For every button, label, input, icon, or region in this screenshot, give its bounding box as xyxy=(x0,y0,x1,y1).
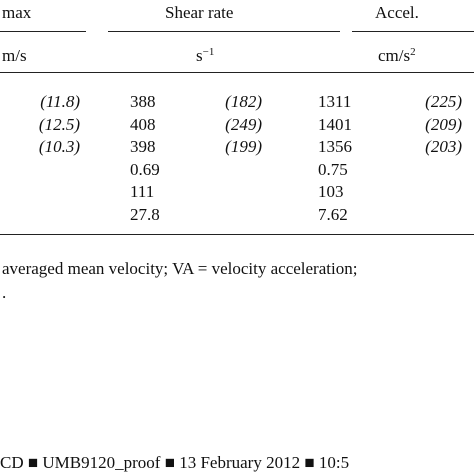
rule xyxy=(0,31,86,32)
table-cell: (199) xyxy=(225,137,262,156)
table-cell: 103 xyxy=(318,182,344,201)
table-cell: 0.75 xyxy=(318,159,348,179)
table-cell: (209) xyxy=(425,114,462,134)
column-header: Accel. xyxy=(375,3,419,22)
table-cell: 1401 xyxy=(318,114,352,134)
table-cell: (10.3) xyxy=(38,137,80,156)
table-cell: 27.8 xyxy=(130,204,160,224)
column-header: max xyxy=(2,3,32,22)
table-cell: (203) xyxy=(425,137,462,156)
table-cell: 111 xyxy=(130,182,155,201)
rule xyxy=(0,72,474,73)
table-cell: 0.69 xyxy=(130,159,160,179)
footnote: averaged mean velocity; VA = velocity ac… xyxy=(2,259,358,278)
unit: s−1 xyxy=(196,46,215,65)
table-cell: (249) xyxy=(225,114,262,134)
table-cell: 7.62 xyxy=(318,204,348,224)
unit-exponent: 2 xyxy=(410,46,416,58)
footer: CD ■ UMB9120_proof ■ 13 February 2012 ■ … xyxy=(0,453,350,472)
unit-base: s xyxy=(196,46,203,65)
unit-base: cm/s xyxy=(378,46,411,65)
table-cell: (182) xyxy=(225,92,262,111)
column-header: Shear rate xyxy=(165,3,234,22)
rule xyxy=(108,31,340,32)
table-cell: 388 xyxy=(130,92,156,111)
table-cell: 1311 xyxy=(318,92,352,111)
rule xyxy=(0,234,474,235)
unit-exponent: −1 xyxy=(202,46,215,58)
rule xyxy=(352,31,474,32)
table-cell: (12.5) xyxy=(38,114,80,134)
table-cell: 408 xyxy=(130,114,156,134)
table-cell: 1356 xyxy=(318,137,352,156)
unit: m/s xyxy=(2,46,27,65)
table-cell: (225) xyxy=(425,92,462,111)
table-cell: (11.8) xyxy=(40,92,80,111)
unit: cm/s2 xyxy=(378,46,416,65)
footnote: . xyxy=(2,283,7,302)
table-cell: 398 xyxy=(130,137,156,156)
